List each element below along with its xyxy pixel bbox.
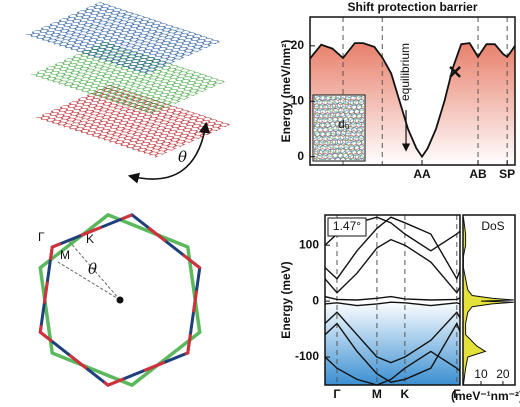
charts: Shift protection barrier d₀ equilibrium 0 10… (279, 0, 520, 403)
annotation-box (327, 217, 367, 237)
gamma-point (116, 296, 124, 304)
y-tick-label: 10 (291, 93, 305, 107)
bands (325, 216, 460, 385)
annotation: 1.47° (333, 219, 361, 233)
frame (462, 214, 516, 386)
bz-label: M (60, 248, 70, 262)
bz-angle: θ (88, 260, 97, 278)
inset-label: d₀ (338, 117, 350, 131)
y-axis-label: Energy (meV) (279, 261, 293, 338)
band-line (325, 295, 460, 301)
background (325, 301, 460, 385)
dos-plot (463, 217, 514, 385)
y-tick-label: 0 (297, 149, 304, 163)
band-line (325, 216, 460, 281)
green-lattice (30, 42, 227, 115)
inset-lattice (314, 96, 364, 160)
x-tick-label: 10 (474, 367, 488, 381)
y-axis-label: Energy (meV/nm²) (279, 40, 293, 143)
x-tick-label: AA (413, 167, 431, 181)
band-line (325, 311, 460, 364)
brillouin-zones (38, 212, 202, 388)
line (309, 42, 516, 159)
x-tick-label: AB (469, 167, 487, 181)
blue-lattice (25, 2, 222, 75)
x-tick-label: 20 (496, 367, 510, 381)
chart-title: Shift protection barrier (347, 0, 477, 14)
frame (324, 214, 461, 386)
lattice-stack (25, 2, 232, 158)
marker (449, 66, 461, 78)
y-tick-label: 100 (299, 237, 319, 251)
y-tick-label: 20 (291, 38, 305, 52)
bz-hexagon-overlay (38, 213, 202, 387)
x-tick-label: M (372, 387, 382, 401)
angle-line (57, 261, 121, 301)
twist-angle: θ (178, 148, 187, 166)
band-line (325, 350, 460, 385)
x-axis-label: (meV⁻¹nm⁻²) (451, 389, 520, 403)
x-tick-label: Γ (453, 387, 461, 401)
x-tick-label: K (401, 387, 410, 401)
chart-title: DoS (481, 219, 504, 233)
x-tick-label: SP (499, 167, 515, 181)
bz-hexagon (38, 212, 202, 388)
x-tick-label: Γ (333, 387, 341, 401)
bz-label: Γ (38, 230, 45, 244)
annotation: equilibrium (398, 43, 412, 101)
band-line (325, 238, 460, 294)
band-line (325, 321, 460, 383)
bz-label: K (86, 232, 94, 246)
y-tick-label: -100 (295, 349, 319, 363)
y-tick-label: 0 (312, 293, 319, 307)
angle-line (67, 239, 121, 301)
dos-fill (463, 217, 514, 385)
frame (309, 16, 516, 166)
twist-arrow (127, 121, 211, 184)
band-line (325, 301, 460, 307)
